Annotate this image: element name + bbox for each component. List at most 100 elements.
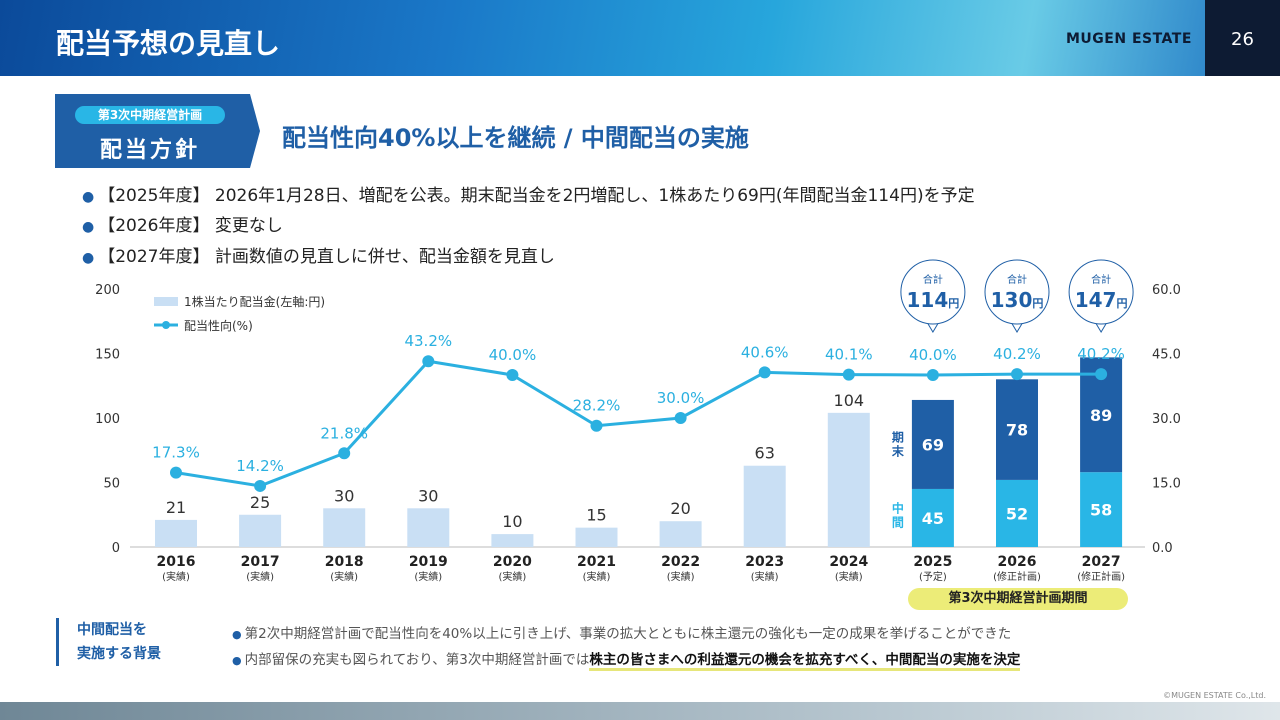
y-left-tick: 50	[103, 477, 120, 492]
headline: 配当性向40%以上を継続 / 中間配当の実施	[282, 124, 749, 152]
bar-year-end	[996, 379, 1038, 480]
total-bubble-tail	[926, 321, 940, 333]
total-unit: 円	[1116, 297, 1127, 310]
x-tick-label: 2024	[829, 554, 868, 570]
bar-label: 30	[334, 486, 354, 505]
background-note-2: 内部留保の充実も図られており、第3次中期経営計画では株主の皆さまへの利益還元の機…	[232, 648, 1021, 671]
bullet-2025: 【2025年度】 2026年1月28日、増配を公表。期末配当金を2円増配し、1株…	[82, 181, 974, 206]
interim-side-label: 中	[892, 500, 904, 515]
page-number: 26	[1205, 0, 1280, 76]
x-tick-label: 2017	[241, 554, 280, 570]
period-label: 第3次中期経営計画期間	[908, 588, 1128, 610]
brand-logo: MUGEN ESTATE	[1066, 31, 1192, 47]
x-tick-note: (実績)	[246, 570, 274, 583]
x-tick-label: 2025	[913, 554, 952, 570]
header-banner	[0, 0, 1280, 76]
payout-point	[1095, 368, 1108, 381]
bar-interim-label: 52	[1006, 504, 1028, 523]
x-tick-note: (実績)	[414, 570, 442, 583]
payout-label: 17.3%	[152, 444, 200, 462]
x-tick-label: 2022	[661, 554, 700, 570]
payout-label: 21.8%	[320, 424, 368, 442]
bar-interim-label: 58	[1090, 501, 1112, 520]
x-tick-note: (修正計画)	[993, 570, 1041, 583]
x-tick-note: (実績)	[835, 570, 863, 583]
payout-point	[590, 419, 603, 432]
payout-point	[674, 412, 687, 424]
payout-label: 40.0%	[909, 346, 957, 364]
payout-point	[506, 369, 519, 381]
payout-label: 40.0%	[489, 346, 537, 364]
y-right-tick: 0.0	[1152, 541, 1173, 556]
bar-label: 20	[670, 499, 690, 518]
total-bubble	[900, 259, 966, 325]
bar-dividend	[827, 412, 870, 547]
total-bubble	[1068, 259, 1134, 325]
total-bubble-tail	[1094, 321, 1108, 333]
payout-label: 40.6%	[741, 343, 789, 361]
policy-label: 配当方針	[99, 138, 200, 163]
bar-label: 25	[250, 493, 270, 512]
y-left-tick: 150	[95, 348, 120, 363]
legend-bar-label: 1株当たり配当金(左軸:円)	[184, 294, 325, 309]
bar-year-end	[911, 399, 954, 489]
bar-dividend	[239, 514, 282, 547]
payout-point	[1011, 368, 1023, 381]
x-tick-label: 2018	[325, 554, 364, 570]
payout-label: 28.2%	[573, 397, 621, 415]
x-tick-note: (予定)	[919, 570, 947, 583]
background-title-line2: 実施する背景	[77, 646, 161, 662]
bar-label: 104	[834, 391, 865, 410]
bullet-2027: 【2027年度】 計画数値の見直しに併せ、配当金額を見直し	[82, 242, 555, 267]
payout-point	[254, 479, 267, 492]
bar-year-end-label: 89	[1090, 406, 1112, 425]
background-title: 中間配当を 実施する背景	[56, 618, 216, 666]
payout-point	[926, 369, 939, 381]
x-tick-label: 2020	[493, 554, 532, 570]
total-bubble-tail	[1010, 321, 1024, 333]
policy-tag: 第3次中期経営計画 配当方針	[55, 94, 260, 168]
payout-point	[758, 366, 771, 379]
legend-line-marker	[162, 321, 170, 329]
x-tick-note: (実績)	[751, 570, 779, 583]
x-tick-label: 2021	[577, 554, 616, 570]
interim-side-label: 間	[892, 515, 904, 529]
bar-label: 10	[502, 512, 522, 531]
x-tick-label: 2026	[998, 554, 1037, 570]
note-2-highlight: 株主の皆さまへの利益還元の機会を拡充すべく、中間配当の実施を決定	[589, 652, 1021, 671]
bar-dividend	[659, 521, 702, 547]
x-tick-note: (実績)	[498, 570, 526, 583]
bar-dividend	[575, 527, 618, 547]
payout-point	[170, 466, 182, 479]
plan-pill: 第3次中期経営計画	[75, 106, 225, 124]
dividend-chart: 0501001502000.015.030.045.060.02016(実績)2…	[95, 259, 1181, 583]
total-unit: 円	[1032, 297, 1043, 310]
payout-label: 40.2%	[1077, 345, 1125, 363]
bullet-2026: 【2026年度】 変更なし	[82, 211, 283, 236]
payout-label: 40.1%	[825, 346, 873, 364]
y-right-tick: 60.0	[1152, 283, 1181, 298]
legend-bar-swatch	[154, 297, 178, 306]
bar-interim	[911, 488, 954, 547]
year-end-side-label: 期	[892, 429, 904, 444]
payout-label: 14.2%	[236, 457, 284, 475]
x-tick-note: (実績)	[583, 570, 611, 583]
bar-dividend	[491, 534, 534, 547]
payout-label: 40.2%	[993, 345, 1041, 363]
y-right-tick: 45.0	[1152, 348, 1181, 363]
y-right-tick: 15.0	[1152, 477, 1181, 492]
payout-label: 43.2%	[404, 332, 452, 350]
year-end-side-label: 末	[892, 443, 905, 458]
bar-dividend	[323, 508, 366, 547]
x-tick-note: (実績)	[667, 570, 695, 583]
bar-year-end-label: 78	[1006, 421, 1028, 440]
page-title: 配当予想の見直し	[56, 27, 281, 60]
note-2-plain: 内部留保の充実も図られており、第3次中期経営計画では	[244, 652, 590, 668]
bar-dividend	[743, 465, 786, 547]
y-left-tick: 200	[95, 283, 120, 298]
bar-label: 21	[166, 498, 186, 517]
bar-label: 63	[755, 444, 775, 463]
total-label: 合計	[1007, 273, 1027, 286]
total-bubble	[984, 259, 1050, 325]
x-tick-note: (実績)	[162, 570, 190, 583]
